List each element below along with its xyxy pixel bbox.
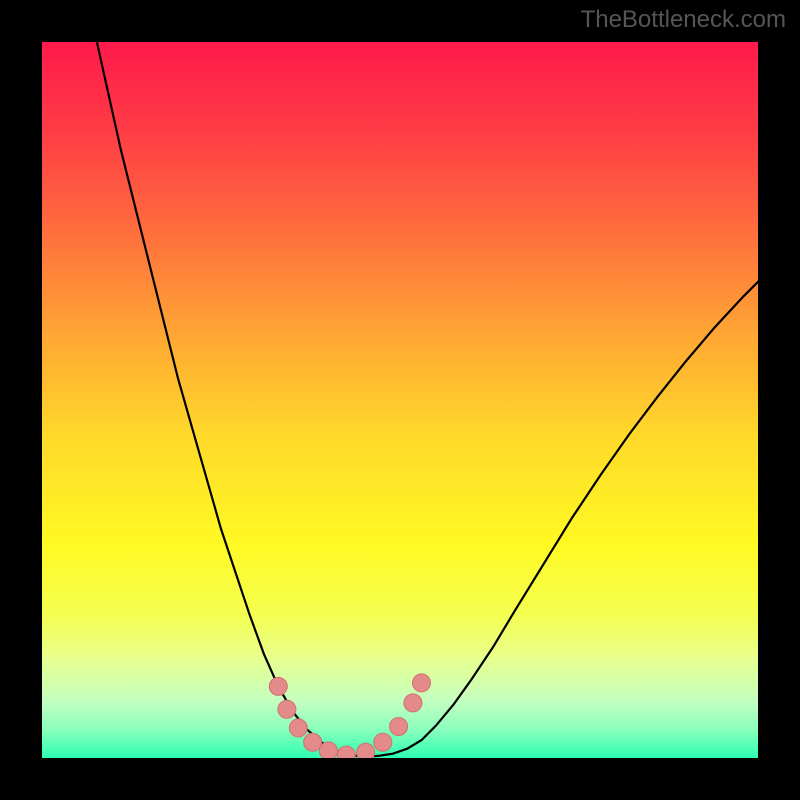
plot-area xyxy=(42,42,758,758)
marker-point xyxy=(390,718,408,736)
curve-left-branch xyxy=(92,42,364,757)
marker-point xyxy=(412,674,430,692)
marker-point xyxy=(374,733,392,751)
marker-point xyxy=(404,694,422,712)
marker-point xyxy=(337,746,355,758)
marker-point xyxy=(278,700,296,718)
marker-point xyxy=(289,719,307,737)
curve-markers xyxy=(269,674,430,758)
marker-point xyxy=(319,742,337,758)
marker-point xyxy=(304,733,322,751)
curve-layer xyxy=(42,42,758,758)
watermark-text: TheBottleneck.com xyxy=(581,6,786,34)
marker-point xyxy=(269,677,287,695)
marker-point xyxy=(357,743,375,758)
